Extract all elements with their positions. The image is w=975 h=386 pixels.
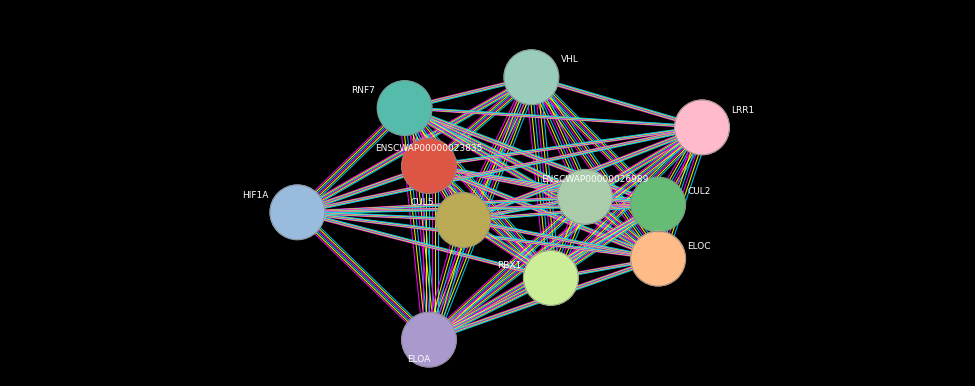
Ellipse shape	[270, 185, 325, 240]
Text: ENSCWAP00000026989: ENSCWAP00000026989	[541, 175, 648, 184]
Text: LRR1: LRR1	[731, 106, 755, 115]
Ellipse shape	[558, 169, 612, 224]
Ellipse shape	[675, 100, 729, 155]
Text: CUL5: CUL5	[410, 198, 434, 207]
Text: RBX1: RBX1	[497, 261, 522, 270]
Text: ELOA: ELOA	[408, 355, 431, 364]
Ellipse shape	[524, 251, 578, 305]
Ellipse shape	[631, 177, 685, 232]
Ellipse shape	[631, 231, 685, 286]
Text: ELOC: ELOC	[687, 242, 711, 251]
Ellipse shape	[402, 312, 456, 367]
Text: HIF1A: HIF1A	[242, 191, 268, 200]
Ellipse shape	[377, 81, 432, 135]
Ellipse shape	[504, 50, 559, 105]
Text: VHL: VHL	[561, 55, 578, 64]
Text: CUL2: CUL2	[687, 187, 711, 196]
Text: ENSCWAP00000023835: ENSCWAP00000023835	[375, 144, 483, 153]
Ellipse shape	[402, 139, 456, 193]
Text: RNF7: RNF7	[352, 86, 375, 95]
Ellipse shape	[436, 193, 490, 247]
